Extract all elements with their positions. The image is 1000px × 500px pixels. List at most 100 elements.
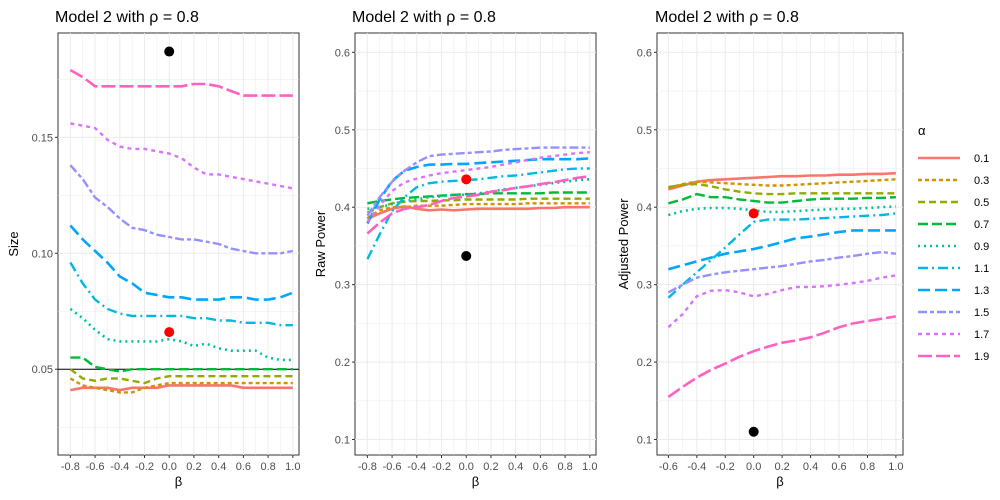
series-line-alpha-1-3: [366, 157, 590, 225]
x-tick-label: 0.6: [236, 461, 251, 473]
y-tick-label: 0.5: [637, 125, 652, 137]
chart-panel-3: -0.6 -0.4 -0.2 0.0 0.2 0.4 0.6 0.8 1.0 0.1 0.2 0.3 0…: [616, 9, 904, 489]
y-axis-label: Size: [6, 231, 21, 256]
y-tick-label: 0.15: [32, 132, 53, 144]
x-axis-label: β: [776, 474, 783, 489]
legend-label: 1.1: [974, 263, 989, 275]
legend-label: 1.5: [974, 307, 989, 319]
series-line-alpha-1-7: [667, 274, 897, 329]
y-tick-label: 0.1: [335, 435, 350, 447]
series-line-alpha-1-1: [366, 167, 590, 260]
x-tick-label: 0.8: [260, 461, 275, 473]
series-line-alpha-0-5: [668, 182, 896, 196]
x-axis-label: β: [175, 474, 182, 489]
x-tick-label: 0.0: [459, 461, 474, 473]
series-line-alpha-0-3: [668, 178, 896, 190]
x-tick-label: -0.6: [659, 461, 678, 473]
chart-panel-2: -0.8 -0.6 -0.4 -0.2 0.0 0.2 0.4 0.6 0.8 1.0 0.1 0.2…: [313, 9, 597, 489]
series-line-alpha-1-5: [69, 164, 294, 255]
x-tick-label: 1.0: [888, 461, 903, 473]
y-tick-label: 0.10: [32, 248, 53, 260]
y-tick-label: 0.4: [335, 202, 350, 214]
series-line-alpha-0-7: [367, 191, 590, 205]
y-tick-label: 0.2: [335, 357, 350, 369]
x-tick-label: -0.4: [110, 461, 129, 473]
x-tick-label: -0.6: [86, 461, 105, 473]
legend-label: 0.9: [974, 241, 989, 253]
x-tick-label: 0.6: [533, 461, 548, 473]
legend-label: 1.3: [974, 285, 989, 297]
series-line-alpha-0-5: [69, 368, 293, 385]
series-line-alpha-1-3: [69, 224, 294, 301]
red-point: [748, 208, 759, 219]
series-line-alpha-1-1: [69, 261, 293, 327]
x-tick-label: 0.4: [508, 461, 523, 473]
chart-title: Model 2 with ρ = 0.8: [655, 9, 799, 26]
legend-title: α: [918, 123, 926, 138]
series-line-alpha-0-1: [366, 205, 590, 220]
series-line-alpha-1-5: [667, 250, 897, 294]
x-tick-label: 0.8: [557, 461, 572, 473]
panel-background: [656, 32, 904, 456]
series-line-alpha-1-9: [366, 174, 590, 235]
y-tick-label: 0.1: [637, 435, 652, 447]
x-tick-label: 0.2: [186, 461, 201, 473]
series-line-alpha-0-7: [668, 192, 896, 205]
series-line-alpha-0-9: [69, 307, 293, 362]
x-tick-label: -0.6: [383, 461, 402, 473]
series-line-alpha-0-1: [668, 171, 896, 191]
black-point: [748, 426, 759, 437]
x-tick-label: -0.4: [407, 461, 426, 473]
y-axis-label: Adjusted Power: [616, 198, 631, 290]
y-tick-label: 0.6: [637, 47, 652, 59]
series-line-alpha-0-1: [70, 384, 293, 392]
x-axis-label: β: [472, 474, 479, 489]
x-tick-label: -0.8: [61, 461, 80, 473]
legend-label: 0.1: [974, 153, 989, 165]
x-tick-label: -0.2: [135, 461, 154, 473]
x-tick-label: 1.0: [582, 461, 597, 473]
x-tick-label: 0.0: [162, 461, 177, 473]
y-tick-label: 0.2: [637, 357, 652, 369]
x-tick-label: -0.4: [687, 461, 706, 473]
x-tick-label: 0.4: [211, 461, 226, 473]
x-tick-label: 1.0: [285, 461, 300, 473]
x-tick-label: 0.6: [831, 461, 846, 473]
x-tick-label: 0.0: [746, 461, 761, 473]
series-line-alpha-1-7: [70, 122, 294, 190]
legend-label: 1.7: [974, 329, 989, 341]
panel-background: [354, 32, 597, 456]
x-tick-label: 0.4: [803, 461, 818, 473]
x-tick-label: 0.2: [774, 461, 789, 473]
y-tick-label: 0.05: [32, 364, 53, 376]
chart-title: Model 2 with ρ = 0.8: [55, 9, 199, 26]
black-point: [461, 251, 472, 262]
red-point: [461, 174, 472, 185]
series-line-alpha-1-5: [366, 146, 590, 217]
x-tick-label: -0.2: [716, 461, 735, 473]
series-line-alpha-1-1: [667, 212, 897, 299]
y-tick-label: 0.3: [335, 280, 350, 292]
series-line-alpha-1-9: [667, 315, 897, 398]
legend-label: 0.5: [974, 197, 989, 209]
black-point: [164, 46, 175, 57]
x-tick-label: -0.2: [432, 461, 451, 473]
y-tick-label: 0.6: [335, 47, 350, 59]
series-line-alpha-1-3: [668, 229, 896, 271]
series-line-alpha-0-3: [366, 202, 590, 220]
series-line-alpha-0-9: [367, 178, 590, 211]
legend-label: 0.3: [974, 175, 989, 187]
series-line-alpha-0-3: [69, 377, 293, 394]
series-line-alpha-1-9: [69, 68, 293, 97]
y-tick-label: 0.4: [637, 202, 652, 214]
y-axis-label: Raw Power: [313, 210, 328, 277]
x-tick-label: -0.8: [358, 461, 377, 473]
legend-label: 0.7: [974, 219, 989, 231]
y-tick-label: 0.5: [335, 125, 350, 137]
x-tick-label: 0.2: [483, 461, 498, 473]
chart-panel-1: -0.8 -0.6 -0.4 -0.2 0.0 0.2 0.4 0.6 0.8 1.0 0.05 0.…: [6, 9, 300, 489]
chart-title: Model 2 with ρ = 0.8: [352, 9, 496, 26]
red-point: [164, 327, 175, 338]
x-tick-label: 0.8: [860, 461, 875, 473]
